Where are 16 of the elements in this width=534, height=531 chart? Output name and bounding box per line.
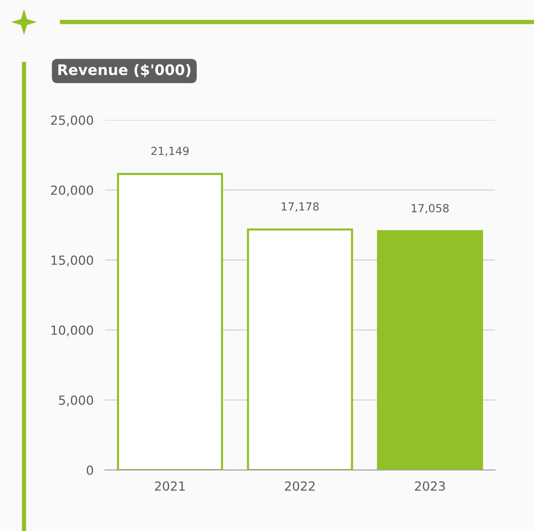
data-label: 17,178 xyxy=(282,202,319,212)
bar xyxy=(246,228,354,470)
x-tick-label: 2022 xyxy=(285,481,315,491)
y-tick-label: 20,000 xyxy=(51,185,94,196)
data-label: 17,058 xyxy=(412,204,449,214)
y-tick-label: 0 xyxy=(86,465,94,475)
bar xyxy=(116,172,224,470)
x-tick-label: 2023 xyxy=(415,481,445,491)
y-tick-label: 15,000 xyxy=(52,255,94,266)
bar xyxy=(376,230,484,470)
chart-title: Revenue ($'000) xyxy=(58,64,190,78)
x-tick-label: 2021 xyxy=(155,481,185,491)
y-tick-label: 25,000 xyxy=(51,115,94,126)
data-label: 21,149 xyxy=(151,146,189,156)
y-tick-label: 5,000 xyxy=(59,395,94,406)
y-tick-label: 10,000 xyxy=(52,325,94,336)
